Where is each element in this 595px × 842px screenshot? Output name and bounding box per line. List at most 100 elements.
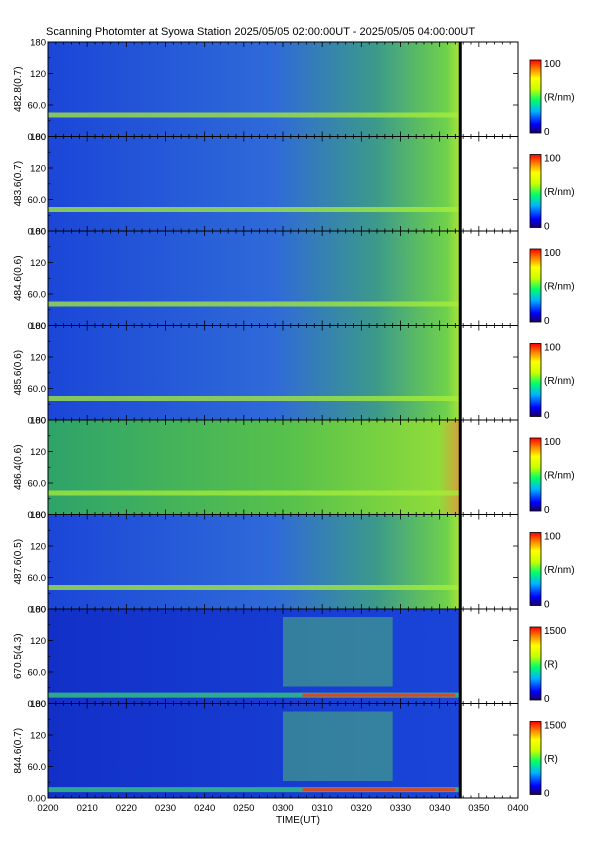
y-tick-label: 180 bbox=[30, 321, 46, 332]
colorbar-unit-label: (R) bbox=[544, 754, 558, 765]
no-data-region bbox=[459, 231, 518, 326]
y-axis-label: 670.5(4.3) bbox=[13, 633, 24, 679]
no-data-region bbox=[459, 325, 518, 420]
x-tick-label: 0400 bbox=[507, 803, 528, 814]
y-tick-label: 180 bbox=[30, 699, 46, 710]
heatmap-image bbox=[48, 703, 460, 798]
colorbar-min-label: 0 bbox=[544, 694, 550, 705]
colorbar-unit-label: (R/nm) bbox=[544, 93, 575, 104]
colorbar-max-label: 100 bbox=[544, 343, 561, 354]
panel-7: 0.00 60.0 120 180 670.5(4.3) 1500 (R) 0 bbox=[13, 605, 567, 711]
colorbar-max-label: 1500 bbox=[544, 721, 567, 732]
emission-band bbox=[48, 490, 460, 496]
x-tick-label: 0330 bbox=[390, 803, 411, 814]
y-tick-label: 60.0 bbox=[28, 762, 47, 773]
y-tick-label: 0.00 bbox=[28, 321, 47, 332]
panel-8: 0.00 60.0 120 180 844.6(0.7) 1500 (R) 0 bbox=[13, 699, 567, 805]
y-tick-label: 0.00 bbox=[28, 605, 47, 616]
y-axis-label: 484.6(0.6) bbox=[13, 255, 24, 301]
panel-4: 0.00 60.0 120 180 485.6(0.6) 100 (R/nm) 0 bbox=[13, 321, 575, 427]
panel-2: 0.00 60.0 120 180 483.6(0.7) 100 (R/nm) 0 bbox=[13, 132, 575, 238]
x-tick-label: 0200 bbox=[37, 803, 58, 814]
colorbar-max-label: 100 bbox=[544, 59, 561, 70]
emission-band bbox=[48, 787, 460, 793]
x-tick-label: 0210 bbox=[77, 803, 98, 814]
colorbar-max-label: 100 bbox=[544, 532, 561, 543]
colorbar bbox=[529, 532, 542, 606]
no-data-region bbox=[459, 420, 518, 515]
y-axis-label: 486.4(0.6) bbox=[13, 444, 24, 490]
emission-band bbox=[48, 301, 460, 307]
colorbar-max-label: 100 bbox=[544, 248, 561, 259]
y-axis-label: 483.6(0.7) bbox=[13, 161, 24, 207]
panel-5: 0.00 60.0 120 180 486.4(0.6) 100 (R/nm) 0 bbox=[13, 416, 575, 522]
colorbar-unit-label: (R/nm) bbox=[544, 187, 575, 198]
colorbar-unit-label: (R/nm) bbox=[544, 376, 575, 387]
colorbar bbox=[529, 437, 542, 512]
colorbar-min-label: 0 bbox=[544, 411, 550, 422]
y-tick-label: 60.0 bbox=[28, 479, 47, 490]
y-tick-label: 60.0 bbox=[28, 384, 47, 395]
colorbar bbox=[529, 721, 542, 795]
no-data-region bbox=[459, 514, 518, 609]
x-tick-label: 0340 bbox=[429, 803, 450, 814]
colorbar-unit-label: (R) bbox=[544, 660, 558, 671]
y-tick-label: 60.0 bbox=[28, 668, 47, 679]
heatmap-image bbox=[48, 42, 460, 137]
x-tick-label: 0240 bbox=[194, 803, 215, 814]
colorbar-max-label: 100 bbox=[544, 437, 561, 448]
colorbar-max-label: 100 bbox=[544, 154, 561, 165]
hot-band bbox=[302, 788, 456, 792]
panel-6: 0.00 60.0 120 180 487.6(0.5) 100 (R/nm) 0 bbox=[13, 510, 575, 616]
panel-3: 0.00 60.0 120 180 484.6(0.6) 100 (R/nm) 0 bbox=[13, 227, 575, 333]
aurora-patch bbox=[283, 617, 393, 687]
colorbar bbox=[529, 248, 542, 323]
colorbar-max-label: 1500 bbox=[544, 626, 567, 637]
x-tick-label: 0310 bbox=[312, 803, 333, 814]
colorbar-unit-label: (R/nm) bbox=[544, 565, 575, 576]
y-tick-label: 60.0 bbox=[28, 101, 47, 112]
x-tick-label: 0220 bbox=[116, 803, 137, 814]
y-tick-label: 0.00 bbox=[28, 510, 47, 521]
colorbar bbox=[529, 343, 542, 417]
no-data-region bbox=[459, 609, 518, 704]
y-axis-label: 482.8(0.7) bbox=[13, 66, 24, 112]
y-tick-label: 180 bbox=[30, 510, 46, 521]
y-tick-label: 0.00 bbox=[28, 699, 47, 710]
heatmap-image bbox=[48, 136, 460, 231]
colorbar-min-label: 0 bbox=[544, 316, 550, 327]
y-tick-label: 180 bbox=[30, 132, 46, 143]
colorbar-unit-label: (R/nm) bbox=[544, 471, 575, 482]
y-tick-label: 180 bbox=[30, 227, 46, 238]
y-tick-label: 180 bbox=[30, 605, 46, 616]
x-tick-label: 0230 bbox=[155, 803, 176, 814]
chart-title: Scanning Photomter at Syowa Station 2025… bbox=[46, 26, 476, 38]
colorbar bbox=[529, 154, 542, 228]
colorbar-min-label: 0 bbox=[544, 505, 550, 516]
x-axis-label: TIME(UT) bbox=[276, 815, 320, 826]
heatmap-image bbox=[48, 514, 460, 609]
y-tick-label: 60.0 bbox=[28, 573, 47, 584]
y-axis-label: 485.6(0.6) bbox=[13, 350, 24, 396]
y-tick-label: 120 bbox=[30, 542, 46, 553]
no-data-region bbox=[459, 703, 518, 798]
heatmap-image bbox=[48, 609, 460, 704]
y-tick-label: 120 bbox=[30, 353, 46, 364]
y-tick-label: 0.00 bbox=[28, 794, 47, 805]
y-tick-label: 60.0 bbox=[28, 290, 47, 301]
x-tick-label: 0320 bbox=[351, 803, 372, 814]
no-data-region bbox=[459, 42, 518, 137]
emission-band bbox=[48, 692, 460, 698]
y-tick-label: 120 bbox=[30, 69, 46, 80]
hot-band bbox=[302, 693, 456, 697]
x-tick-label: 0300 bbox=[272, 803, 293, 814]
no-data-region bbox=[459, 136, 518, 231]
y-tick-label: 120 bbox=[30, 636, 46, 647]
heatmap-image bbox=[48, 325, 460, 420]
y-axis-label: 844.6(0.7) bbox=[13, 728, 24, 774]
y-tick-label: 180 bbox=[30, 38, 46, 49]
heatmap-image bbox=[48, 420, 460, 515]
y-tick-label: 0.00 bbox=[28, 132, 47, 143]
y-tick-label: 0.00 bbox=[28, 416, 47, 427]
